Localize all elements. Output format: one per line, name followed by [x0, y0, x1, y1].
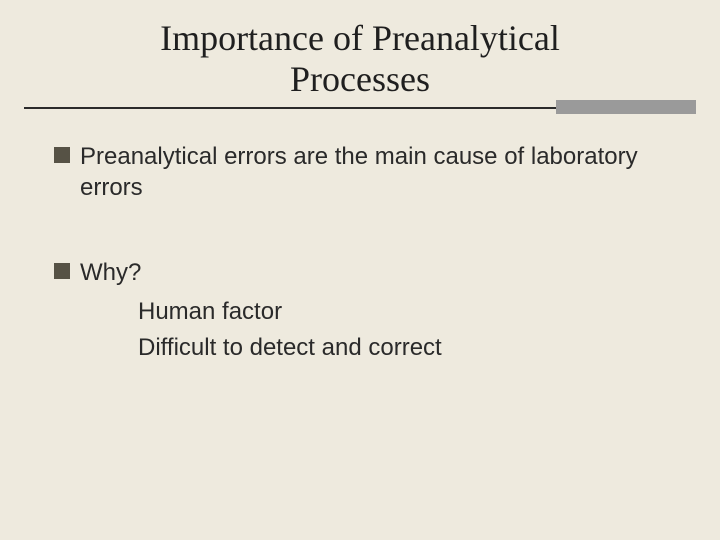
slide-body: Preanalytical errors are the main cause … [0, 107, 720, 363]
spacer [54, 211, 666, 257]
title-rule-accent [556, 100, 696, 114]
square-bullet-icon [54, 147, 70, 163]
slide-title-line1: Importance of Preanalytical [0, 18, 720, 59]
sub-bullets: Human factor Difficult to detect and cor… [54, 296, 666, 362]
bullet-text: Preanalytical errors are the main cause … [80, 141, 666, 203]
sub-bullet-text: Human factor [138, 296, 666, 327]
bullet-item: Preanalytical errors are the main cause … [54, 141, 666, 203]
bullet-text: Why? [80, 257, 141, 288]
slide-title-line2: Processes [0, 59, 720, 100]
sub-bullet-text: Difficult to detect and correct [138, 332, 666, 363]
bullet-item: Why? [54, 257, 666, 288]
slide-title-block: Importance of Preanalytical Processes [0, 0, 720, 101]
square-bullet-icon [54, 263, 70, 279]
